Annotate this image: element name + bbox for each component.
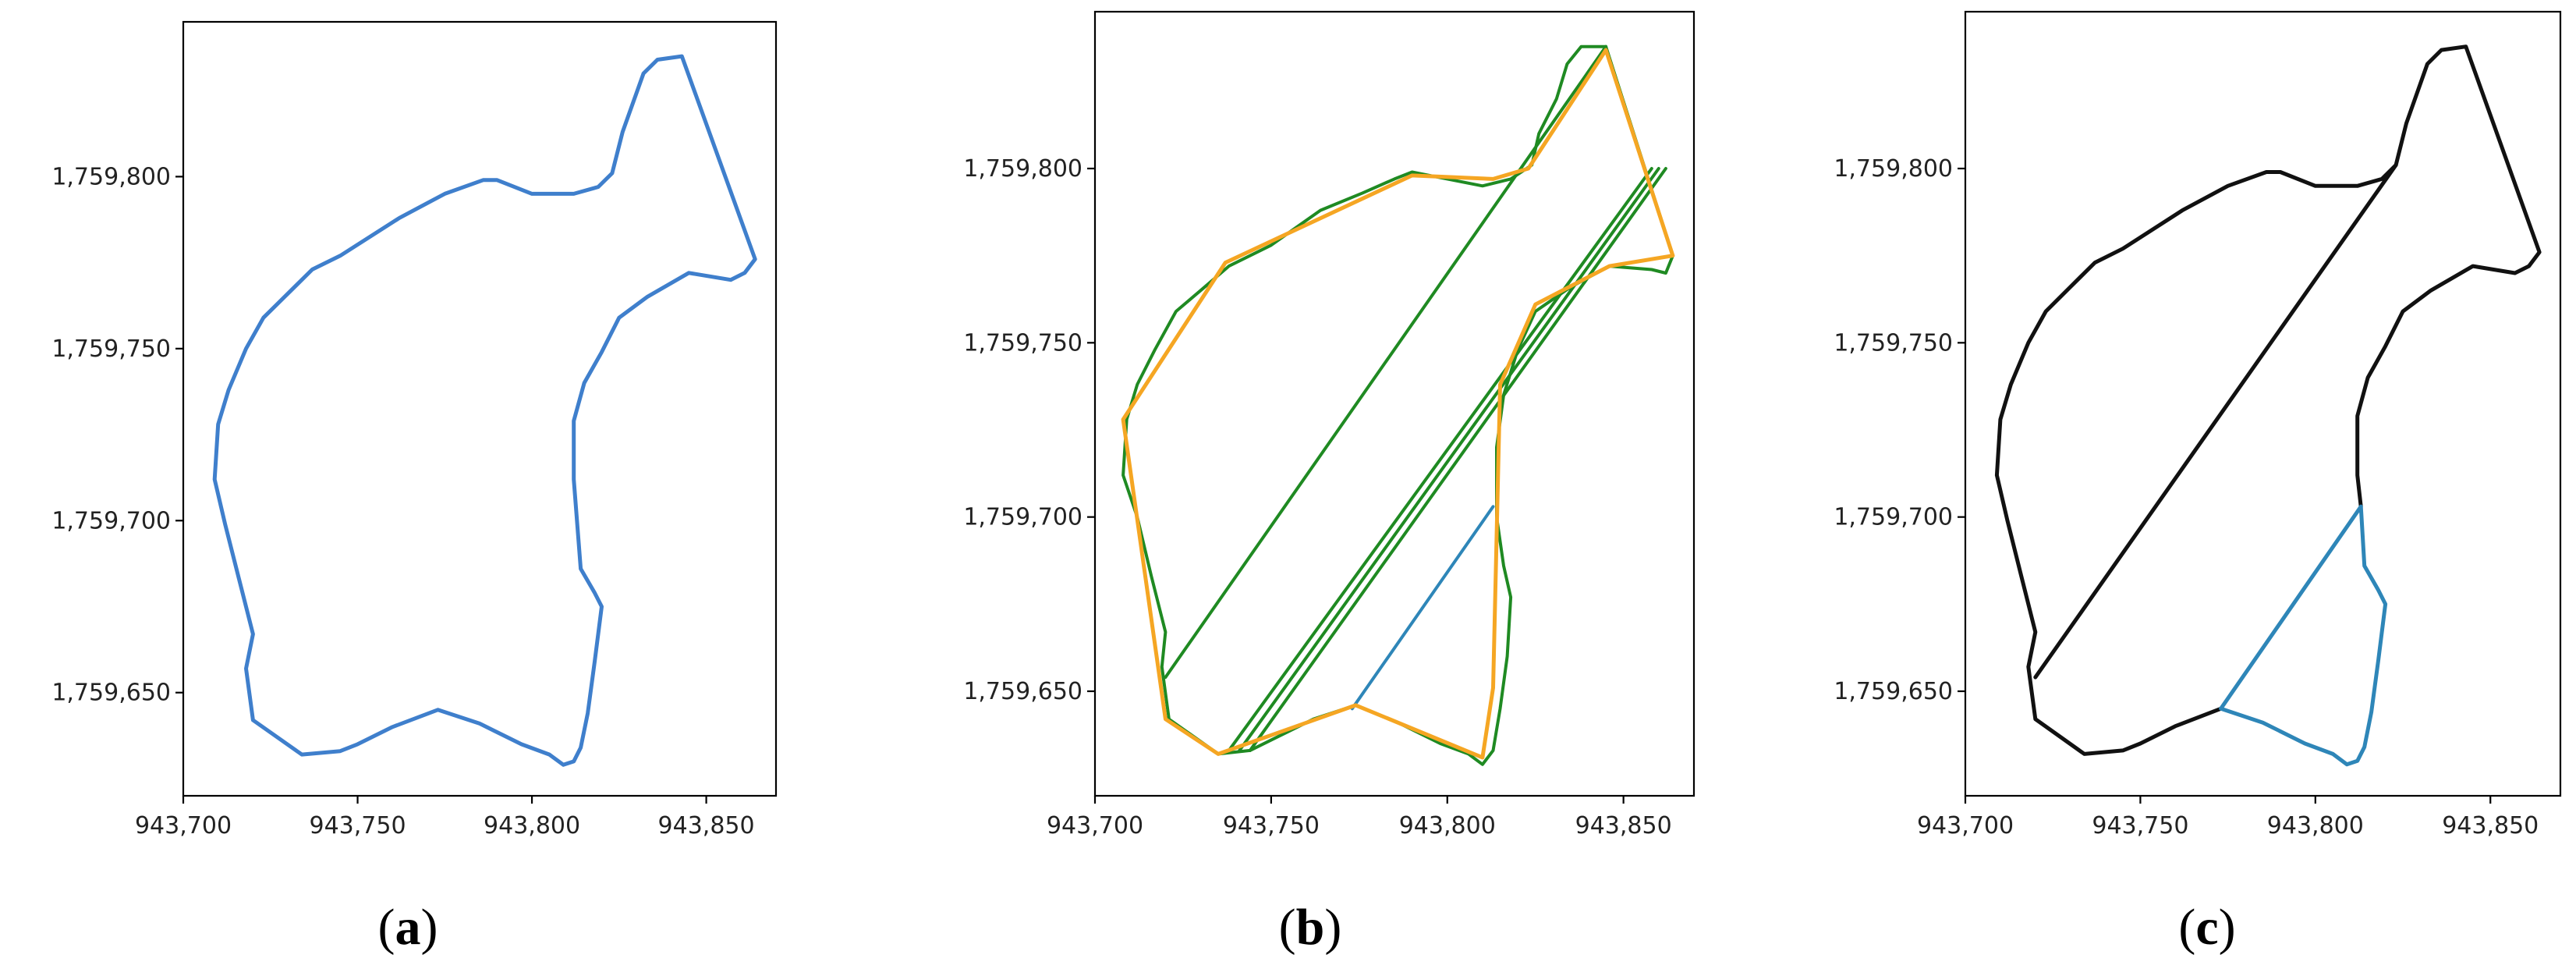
y-tick-label: 1,759,750 bbox=[51, 335, 171, 363]
series-line-4 bbox=[1248, 167, 1667, 752]
x-tick-label: 943,750 bbox=[2092, 812, 2188, 839]
x-tick-label: 943,700 bbox=[135, 812, 232, 839]
y-tick-label: 1,759,650 bbox=[1834, 678, 1953, 705]
y-tick-label: 1,759,800 bbox=[1834, 155, 1953, 183]
series-line-0 bbox=[1121, 44, 1674, 766]
x-tick-label: 943,800 bbox=[1399, 812, 1496, 839]
axes-frame bbox=[1964, 10, 2562, 797]
panel-label: (c) bbox=[2178, 899, 2235, 956]
series-line-1 bbox=[2033, 163, 2398, 680]
y-tick-label: 1,759,650 bbox=[963, 678, 1082, 705]
panel-label: (b) bbox=[1279, 899, 1342, 956]
x-tick-label: 943,800 bbox=[2267, 812, 2364, 839]
y-tick-label: 1,759,800 bbox=[963, 155, 1082, 183]
axes-frame bbox=[182, 20, 778, 797]
y-tick-label: 1,759,750 bbox=[1834, 329, 1953, 357]
y-tick-label: 1,759,700 bbox=[963, 504, 1082, 531]
y-tick-label: 1,759,700 bbox=[51, 507, 171, 534]
series-line-0 bbox=[212, 54, 757, 767]
series-line-1 bbox=[1164, 44, 1608, 680]
axes-frame bbox=[1093, 10, 1695, 797]
y-tick-label: 1,759,800 bbox=[51, 163, 171, 190]
series-line-6 bbox=[1121, 48, 1675, 760]
x-tick-label: 943,800 bbox=[484, 812, 580, 839]
x-tick-label: 943,850 bbox=[658, 812, 755, 839]
y-tick-label: 1,759,650 bbox=[51, 680, 171, 707]
panel-b: 943,700 943,750 943,800 943,850 1,759,650 1,7… bbox=[963, 10, 1695, 956]
x-tick-label: 943,850 bbox=[2442, 812, 2539, 839]
series-line-5 bbox=[1350, 505, 1495, 711]
series-group bbox=[1994, 44, 2542, 767]
panel-a: 943,700 943,750 943,800 943,850 1,759,650 1,7… bbox=[51, 20, 778, 956]
y-tick-label: 1,759,750 bbox=[963, 329, 1082, 357]
x-tick-label: 943,700 bbox=[1047, 812, 1143, 839]
series-line-2 bbox=[2219, 504, 2388, 767]
x-tick-label: 943,750 bbox=[1223, 812, 1320, 839]
x-tick-label: 943,700 bbox=[1917, 812, 2014, 839]
series-line-2 bbox=[1227, 167, 1653, 752]
series-group bbox=[212, 54, 757, 767]
panel-label: (a) bbox=[378, 899, 438, 956]
x-tick-label: 943,850 bbox=[1575, 812, 1672, 839]
series-line-0 bbox=[1994, 44, 2542, 756]
y-tick-label: 1,759,700 bbox=[1834, 504, 1953, 531]
series-group bbox=[1121, 44, 1675, 766]
series-line-3 bbox=[1238, 167, 1660, 752]
panel-c: 943,700 943,750 943,800 943,850 1,759,650 1,7… bbox=[1834, 10, 2562, 956]
x-tick-label: 943,750 bbox=[309, 812, 406, 839]
